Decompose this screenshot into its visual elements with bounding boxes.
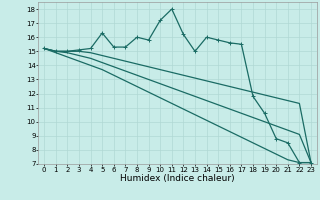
X-axis label: Humidex (Indice chaleur): Humidex (Indice chaleur): [120, 174, 235, 183]
